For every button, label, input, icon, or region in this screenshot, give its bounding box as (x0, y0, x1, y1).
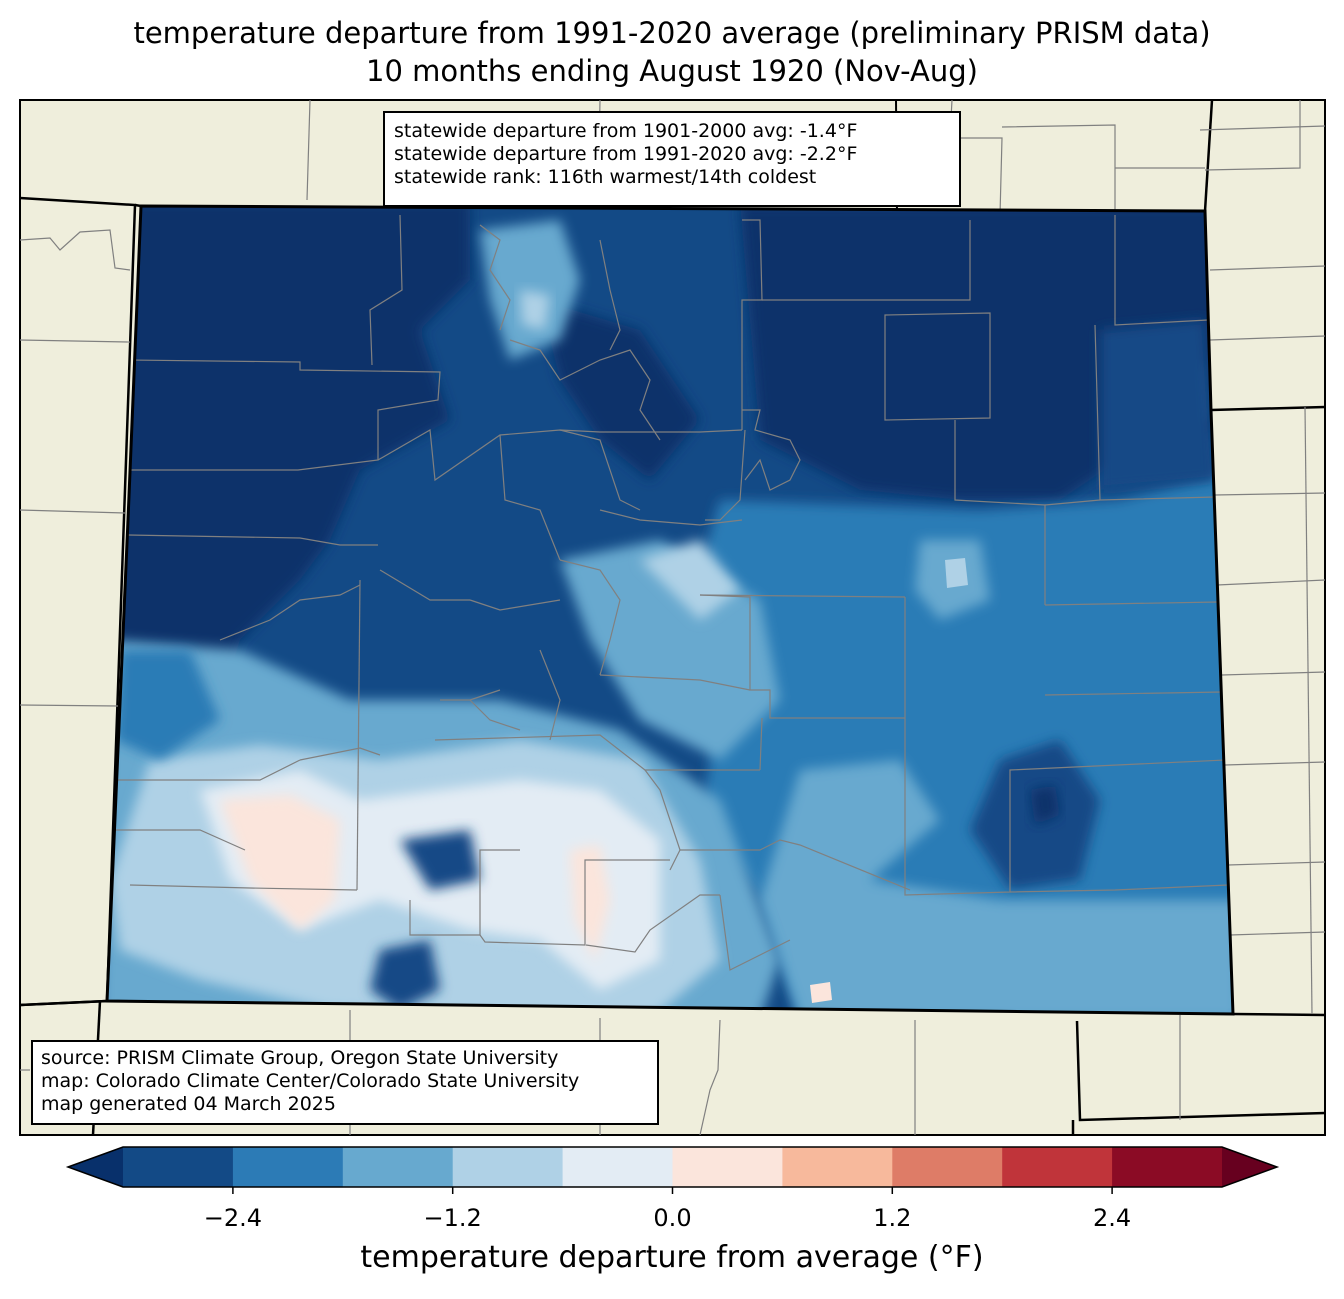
colorbar-tick-label: −1.2 (423, 1204, 482, 1232)
field-band-south-warm (570, 845, 610, 960)
map-title-line-2: 10 months ending August 1920 (Nov-Aug) (366, 54, 978, 88)
stats-rank: statewide rank: 116th warmest/14th colde… (394, 166, 817, 188)
field-band-sw-dark-2 (400, 830, 480, 890)
colorbar-segment (123, 1147, 234, 1187)
source-generated-date: map generated 04 March 2025 (41, 1093, 336, 1115)
colorbar-ticks (232, 1187, 1113, 1194)
field-band-west-light (115, 650, 220, 760)
colorbar-segment (342, 1147, 454, 1187)
colorbar-tick-label: 1.2 (873, 1204, 912, 1232)
colorbar-extend-high (1222, 1147, 1277, 1187)
field-band-east-edge (1100, 320, 1215, 490)
colorbar-label: temperature departure from average (°F) (360, 1240, 984, 1275)
source-box: source: PRISM Climate Group, Oregon Stat… (31, 1040, 659, 1125)
field-band-north-lightest (520, 290, 550, 330)
field-band-east-lightest-spot (945, 558, 968, 588)
colorbar-segment (562, 1147, 673, 1187)
colorbar-outline (65, 1146, 1280, 1188)
field-band-north-mtn (540, 300, 700, 480)
colorbar-segment (672, 1147, 783, 1187)
field-band-sw-warm (220, 795, 340, 930)
colorbar-tick-label: −2.4 (203, 1204, 263, 1232)
statewide-stats-box: statewide departure from 1901-2000 avg: … (383, 111, 961, 207)
source-map-credit: map: Colorado Climate Center/Colorado St… (41, 1070, 580, 1092)
stats-departure-1991-2020: statewide departure from 1991-2020 avg: … (394, 143, 858, 165)
colorbar-extend-low (68, 1147, 123, 1187)
field-band-central-lightest (640, 540, 740, 620)
colorado-border (105, 204, 1235, 1016)
source-prism: source: PRISM Climate Group, Oregon Stat… (41, 1047, 559, 1069)
colorbar-segment (892, 1147, 1003, 1187)
neighbor-state-lines (20, 100, 1325, 1135)
colorbar-segment (1112, 1147, 1223, 1187)
stats-departure-1901-2000: statewide departure from 1901-2000 avg: … (394, 120, 858, 142)
colorbar-segment (1002, 1147, 1113, 1187)
colorbar-tick-label: 0.0 (653, 1204, 692, 1232)
colorbar-tick-label: 2.4 (1093, 1204, 1132, 1232)
temperature-departure-field (107, 206, 1233, 1014)
field-band-nw (110, 206, 470, 710)
field-band-southeast-light (760, 760, 1233, 1014)
colorbar-segment (782, 1147, 893, 1187)
colorbar-segment (452, 1147, 564, 1187)
map-title-line-1: temperature departure from 1991-2020 ave… (133, 16, 1211, 50)
colorbar-segment (232, 1147, 344, 1187)
colorbar (65, 1146, 1280, 1188)
field-band-north-light (480, 220, 580, 360)
field-band-east-spot (1030, 785, 1060, 825)
field-band-southeast-warm (810, 982, 832, 1003)
field-band-sw-dark (370, 940, 440, 1010)
county-lines (110, 214, 1229, 971)
